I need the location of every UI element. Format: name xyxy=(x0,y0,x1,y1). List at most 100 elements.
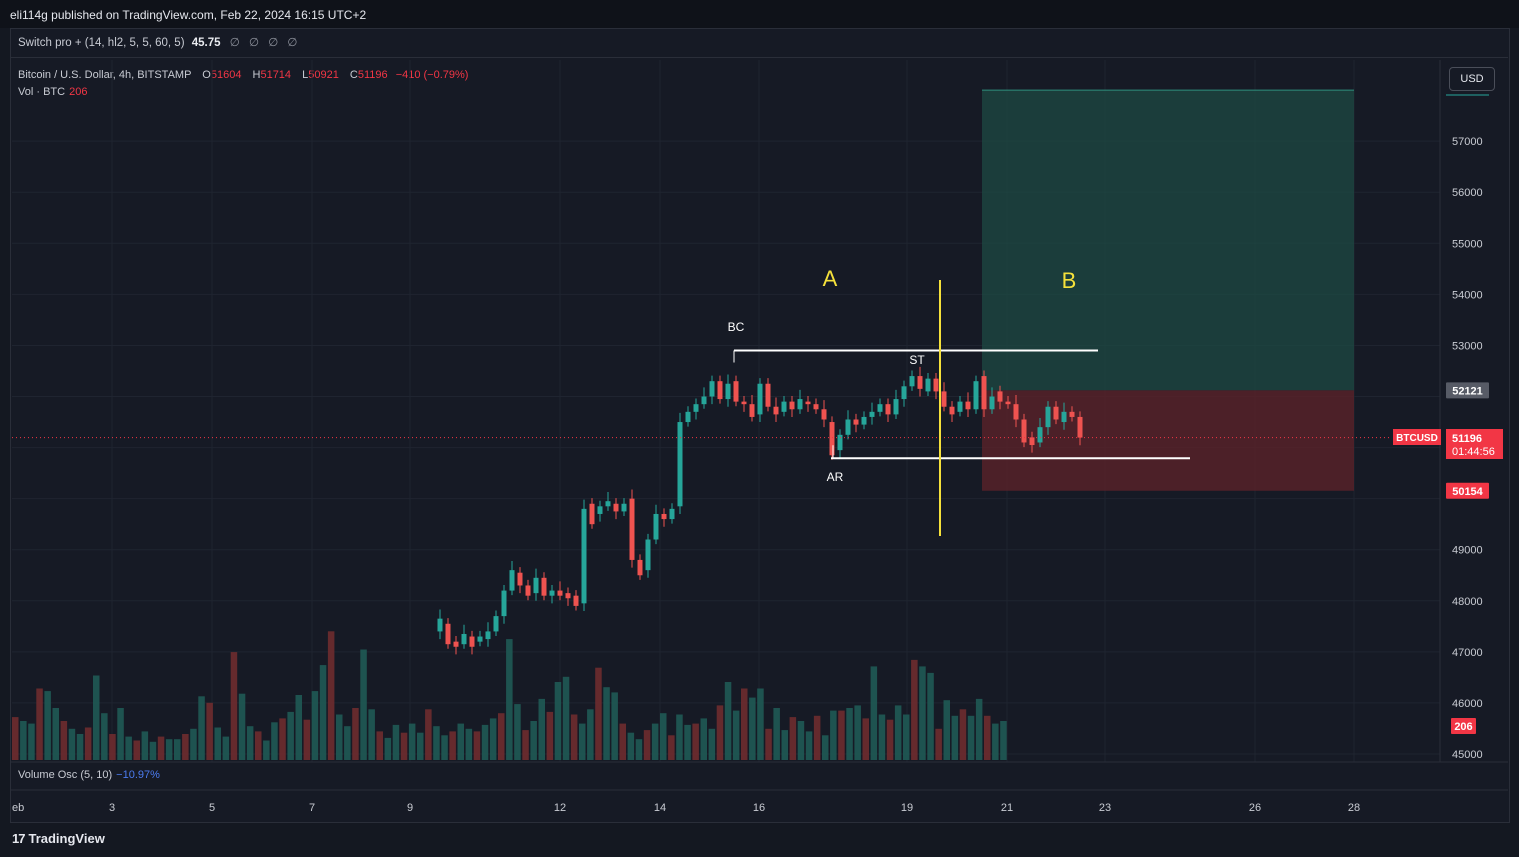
candle-body xyxy=(773,406,779,415)
annotation-st: ST xyxy=(909,353,925,367)
volume-bar xyxy=(344,726,351,760)
y-tick-label: 56000 xyxy=(1452,187,1483,199)
candle-body xyxy=(965,401,971,410)
candle-body xyxy=(1005,401,1011,405)
volume-bar xyxy=(587,709,594,760)
volume-bar xyxy=(951,715,959,760)
tradingview-logo[interactable]: 17 TradingView xyxy=(12,831,105,846)
volume-bar xyxy=(862,718,869,760)
candle-body xyxy=(1053,406,1059,420)
volume-bar xyxy=(303,719,311,760)
candle-body xyxy=(981,376,987,410)
y-tick-label: 47000 xyxy=(1452,647,1483,659)
volume-bar xyxy=(789,717,797,760)
volume-bar xyxy=(352,708,359,760)
indicator-legend[interactable]: Switch pro + (14, hl2, 5, 5, 60, 5) 45.7… xyxy=(18,35,297,49)
volume-bar xyxy=(732,710,740,760)
volume-bar xyxy=(935,728,942,760)
volume-bar xyxy=(919,666,926,760)
candle-body xyxy=(829,422,835,456)
volume-bar xyxy=(651,723,659,760)
volume-bar xyxy=(522,730,529,760)
candle-body xyxy=(725,383,731,400)
candle-body xyxy=(1077,416,1083,438)
volume-bar xyxy=(125,736,132,760)
candle-body xyxy=(461,633,467,645)
volume-bar xyxy=(417,732,424,760)
volume-bar xyxy=(554,682,562,760)
candle-body xyxy=(893,399,899,415)
volume-bar xyxy=(854,705,861,760)
x-tick-label: 3 xyxy=(109,802,115,814)
candle-body xyxy=(653,513,659,540)
volume-bar xyxy=(708,728,716,760)
volume-bar xyxy=(538,698,545,760)
candle-body xyxy=(941,391,947,407)
volume-bar xyxy=(263,740,270,760)
candle-body xyxy=(501,590,507,617)
volume-bar xyxy=(457,723,464,760)
candle-body xyxy=(749,404,755,417)
y-tick-label: 45000 xyxy=(1452,749,1483,761)
volume-bar xyxy=(570,714,578,760)
symbol-legend[interactable]: Bitcoin / U.S. Dollar, 4h, BITSTAMP O516… xyxy=(18,69,468,81)
indicator-null-3: ∅ xyxy=(268,37,279,49)
candle-body xyxy=(517,572,523,586)
volume-bar xyxy=(368,709,375,760)
x-tick-label: 9 xyxy=(407,802,413,814)
currency-button[interactable]: USD xyxy=(1449,67,1495,91)
candle-body xyxy=(437,618,443,632)
candle-body xyxy=(741,401,747,405)
last-price-value: 51196 xyxy=(1452,433,1482,445)
candle-body xyxy=(989,396,995,410)
candle-body xyxy=(525,585,531,596)
volume-bar xyxy=(724,682,732,760)
volume-bar xyxy=(489,718,497,760)
stop-zone[interactable] xyxy=(982,390,1354,491)
indicator-name: Switch pro + (14, hl2, 5, 5, 60, 5) xyxy=(18,37,185,49)
candle-body xyxy=(933,378,939,392)
symbol-tag-bg xyxy=(1393,429,1441,445)
volume-bar xyxy=(984,715,991,760)
candle-body xyxy=(861,416,867,425)
volume-bar xyxy=(943,700,950,760)
volume-bar xyxy=(805,731,813,760)
volume-bar xyxy=(797,721,805,760)
high-label: H xyxy=(252,69,261,81)
candle-body xyxy=(469,636,475,647)
volume-bar xyxy=(182,734,189,760)
close-label: C xyxy=(349,69,358,81)
candle-body xyxy=(533,577,539,594)
candle-body xyxy=(493,616,499,632)
x-tick-label: 16 xyxy=(753,802,765,814)
target-zone[interactable] xyxy=(982,90,1354,391)
candle-body xyxy=(973,381,979,410)
volume-bar xyxy=(660,713,667,760)
countdown-value: 01:44:56 xyxy=(1452,446,1495,458)
volume-bar xyxy=(28,723,35,760)
high-value: 51714 xyxy=(260,69,292,81)
volume-bar xyxy=(117,708,124,760)
candle-body xyxy=(717,381,723,400)
candle-body xyxy=(909,376,915,387)
volume-bar xyxy=(425,709,432,760)
volume-legend[interactable]: Vol · BTC 206 xyxy=(18,86,87,98)
candle-body xyxy=(597,506,603,514)
volume-bar xyxy=(198,696,205,760)
volume-bar xyxy=(465,728,473,760)
volume-bar xyxy=(627,732,635,760)
volume-bar xyxy=(206,702,213,760)
volume-bar xyxy=(684,724,691,760)
volume-bar xyxy=(222,736,230,760)
candle-body xyxy=(925,378,931,392)
oscillator-legend[interactable]: Volume Osc (5, 10) −10.97% xyxy=(18,769,160,781)
volume-bar xyxy=(376,731,383,760)
candle-body xyxy=(885,404,891,415)
candle-body xyxy=(445,623,451,645)
volume-bar xyxy=(773,708,780,760)
annotation-b: B xyxy=(1062,268,1077,293)
y-tick-label: 46000 xyxy=(1452,698,1483,710)
volume-bar xyxy=(141,731,149,760)
candle-body xyxy=(581,508,587,604)
